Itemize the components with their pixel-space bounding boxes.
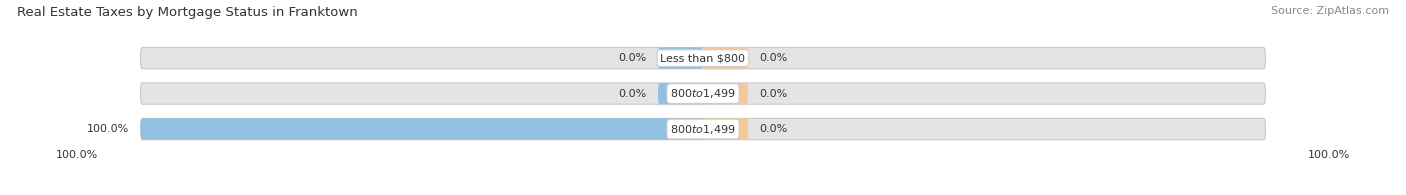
Text: 0.0%: 0.0%: [619, 89, 647, 99]
Text: 100.0%: 100.0%: [56, 150, 98, 160]
Text: 0.0%: 0.0%: [759, 53, 787, 63]
FancyBboxPatch shape: [703, 83, 748, 104]
Text: 0.0%: 0.0%: [759, 124, 787, 134]
FancyBboxPatch shape: [141, 83, 1265, 104]
FancyBboxPatch shape: [141, 48, 1265, 69]
FancyBboxPatch shape: [658, 48, 703, 69]
Text: 100.0%: 100.0%: [1308, 150, 1350, 160]
Text: 0.0%: 0.0%: [759, 89, 787, 99]
Text: 0.0%: 0.0%: [619, 53, 647, 63]
Text: $800 to $1,499: $800 to $1,499: [671, 122, 735, 136]
FancyBboxPatch shape: [703, 118, 748, 140]
Text: Less than $800: Less than $800: [661, 53, 745, 63]
FancyBboxPatch shape: [141, 118, 703, 140]
Text: $800 to $1,499: $800 to $1,499: [671, 87, 735, 100]
Text: Real Estate Taxes by Mortgage Status in Franktown: Real Estate Taxes by Mortgage Status in …: [17, 6, 357, 19]
FancyBboxPatch shape: [141, 118, 1265, 140]
FancyBboxPatch shape: [658, 83, 703, 104]
Text: 100.0%: 100.0%: [87, 124, 129, 134]
Text: Source: ZipAtlas.com: Source: ZipAtlas.com: [1271, 6, 1389, 16]
FancyBboxPatch shape: [703, 48, 748, 69]
